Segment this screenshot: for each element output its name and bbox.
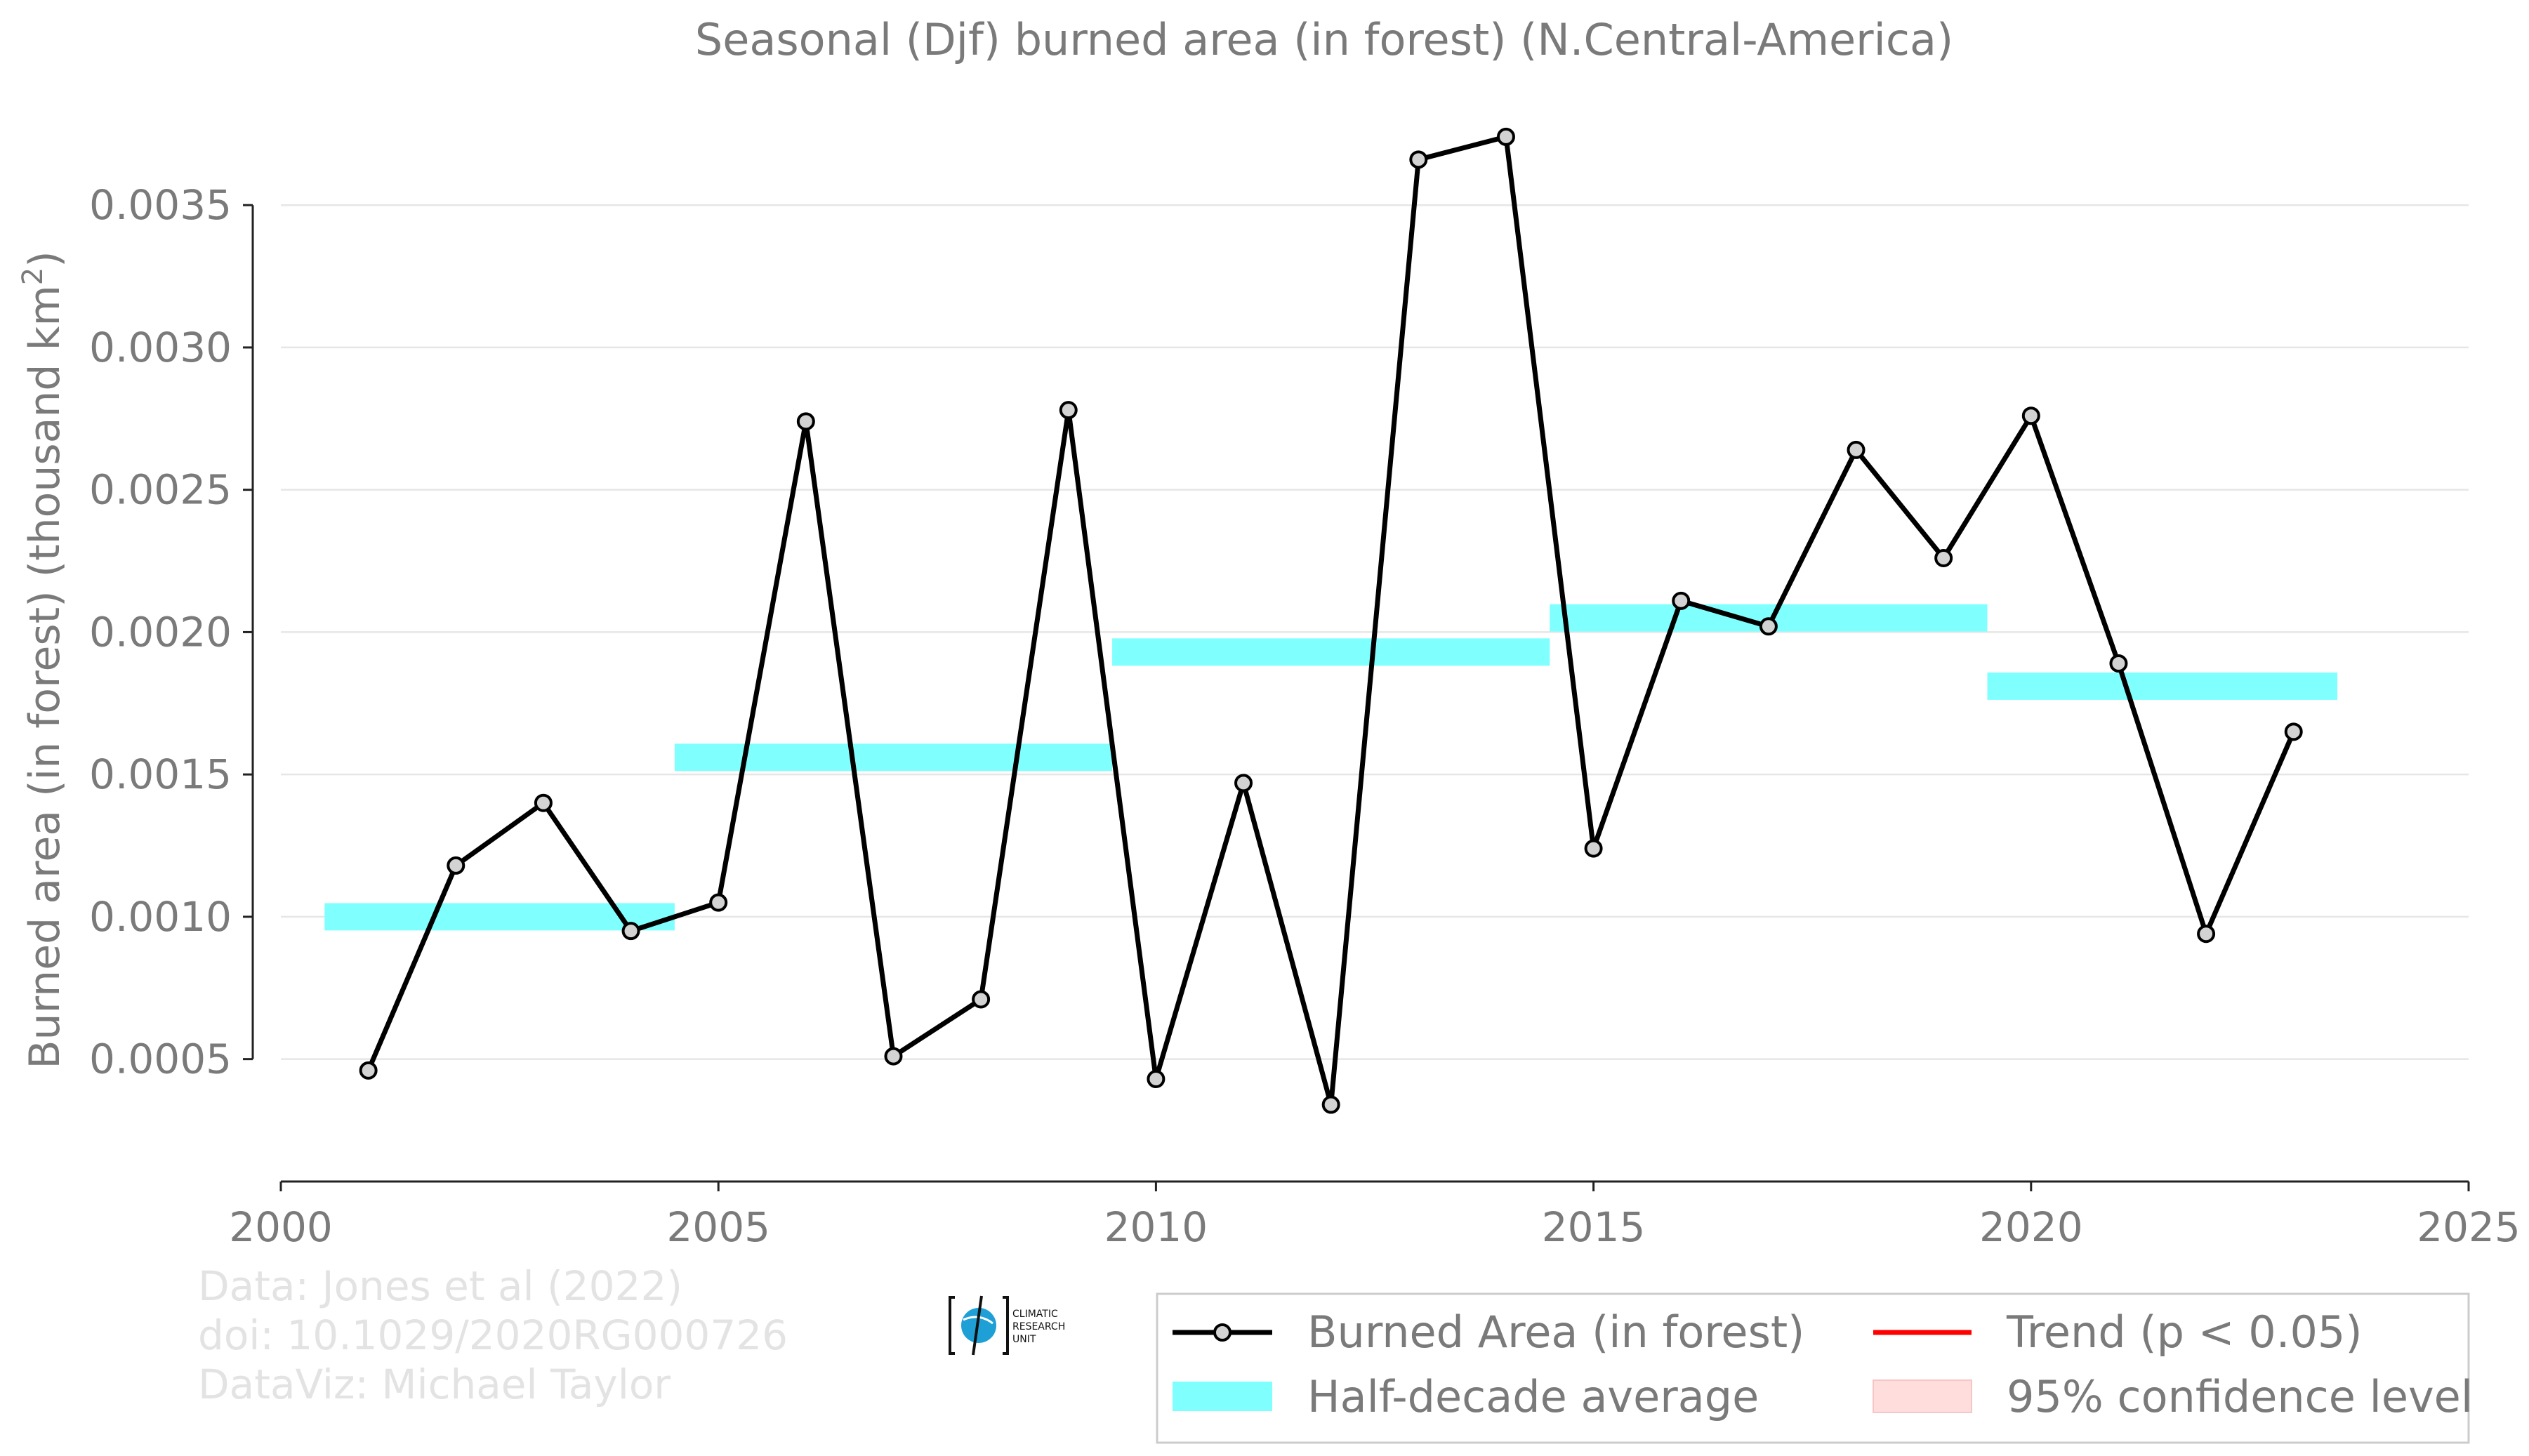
logo-text-line-3: UNIT [1012,1334,1036,1345]
y-tick-label: 0.0020 [89,608,232,656]
data-point [2109,654,2128,673]
y-tick-label: 0.0025 [89,466,232,514]
logo-text-line-2: RESEARCH [1012,1321,1065,1332]
data-point [2021,406,2040,425]
data-point [1147,1070,1166,1089]
credits: Data: Jones et al (2022) doi: 10.1029/20… [198,1262,788,1408]
data-point [796,412,815,431]
x-tick-label: 2015 [1542,1203,1646,1251]
logo-text-line-1: CLIMATIC [1012,1309,1058,1320]
legend-burned-area-marker [1213,1323,1232,1342]
data-point [1234,774,1253,793]
data-point [447,856,465,875]
legend-half-decade-label: Half-decade average [1307,1371,1759,1422]
y-tick-label: 0.0010 [89,893,232,941]
chart-title: Seasonal (Djf) burned area (in forest) (… [695,14,1953,65]
burned-area-line [366,133,2296,1106]
legend: Burned Area (in forest) Trend (p < 0.05)… [1156,1292,2473,1444]
legend-box [1156,1292,2470,1444]
legend-half-decade-swatch [1173,1382,1272,1411]
legend-confidence-label: 95% confidence level [2007,1371,2473,1422]
half-decade-average-bands [324,604,2338,931]
data-point [1496,127,1515,146]
data-point [1934,548,1953,567]
y-tick-label: 0.0005 [89,1035,232,1083]
credit-data: Data: Jones et al (2022) [198,1262,682,1310]
x-tick-label: 2005 [666,1203,770,1251]
x-tick-label: 2025 [2417,1203,2521,1251]
x-tick-label: 2020 [1979,1203,2083,1251]
cru-logo: CLIMATIC RESEARCH UNIT [949,1295,1065,1356]
credit-doi: doi: 10.1029/2020RG000726 [198,1311,788,1359]
data-point [1847,440,1866,459]
data-point [1672,591,1691,610]
y-tick-label: 0.0015 [89,750,232,798]
half-decade-average-band [1987,672,2338,700]
legend-trend-label: Trend (p < 0.05) [2006,1306,2363,1358]
x-tick-label: 2010 [1104,1203,1208,1251]
data-point [972,990,991,1009]
data-point [1409,150,1428,169]
burned-area-series [359,127,2303,1114]
data-point [1584,839,1603,858]
legend-burned-area-label: Burned Area (in forest) [1307,1306,1804,1358]
data-point [2197,925,2216,944]
y-tick-label: 0.0030 [89,324,232,371]
y-axis-label: Burned area (in forest) (thousand km2) [17,251,70,1068]
y-axis: 0.0005 0.0010 0.0015 0.0020 0.0025 0.0030 0.00… [89,181,254,1083]
data-point [709,893,728,912]
half-decade-average-band [1112,638,1550,666]
data-point [1759,617,1778,636]
half-decade-average-band [674,743,1113,772]
data-point [884,1047,903,1066]
data-point [2284,722,2303,741]
x-tick-label: 2000 [229,1203,333,1251]
credit-dataviz: DataViz: Michael Taylor [198,1361,671,1408]
y-tick-label: 0.0035 [89,181,232,229]
data-point [1321,1095,1340,1114]
data-point [621,922,640,941]
x-axis: 2000 2005 2010 2015 2020 2025 [229,1180,2521,1251]
data-point [534,793,553,812]
data-point [359,1061,378,1080]
data-point [1059,401,1078,420]
legend-confidence-swatch [1873,1379,1972,1413]
